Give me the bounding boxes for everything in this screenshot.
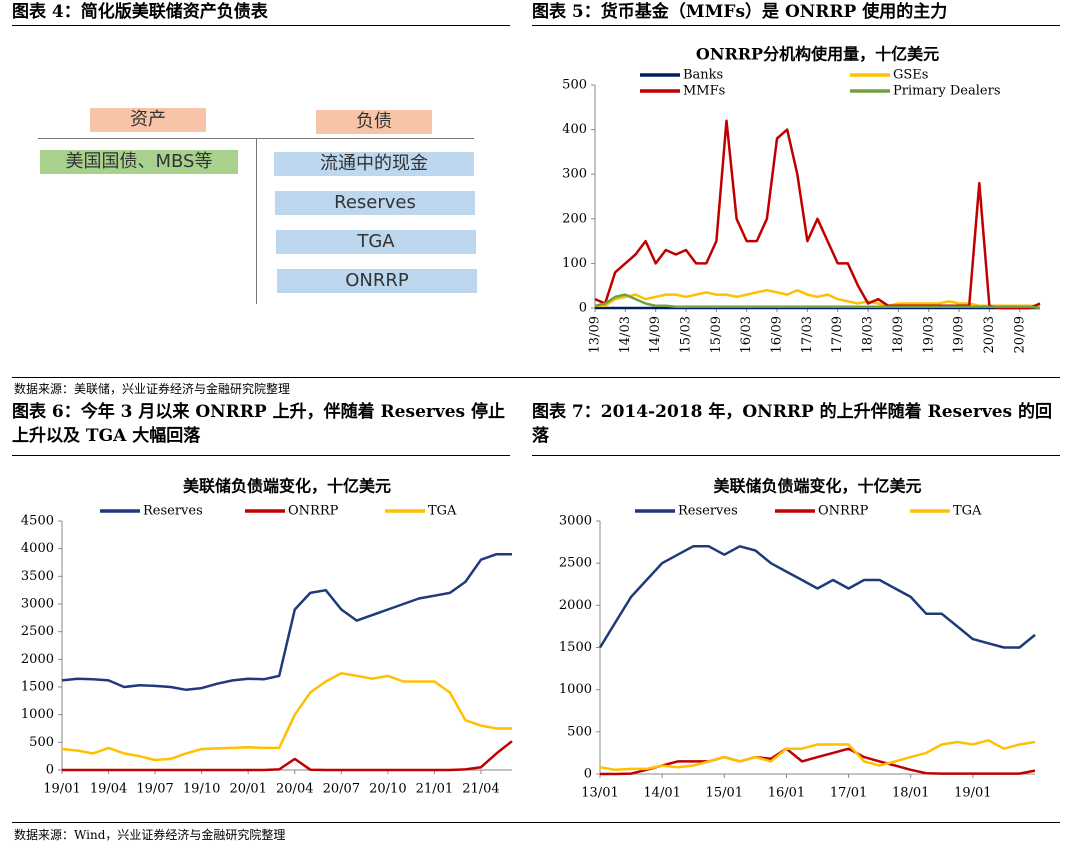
series-line — [61, 671, 512, 762]
y-tick-label: 2500 — [559, 556, 592, 571]
x-tick-label: 19/09 — [952, 316, 967, 353]
y-tick-label: 0 — [584, 767, 592, 782]
chart-title: 美联储负债端变化，十亿美元 — [183, 477, 391, 496]
diagram-item: 美国国债、MBS等 — [40, 150, 238, 174]
series-line — [599, 739, 1036, 772]
rule — [12, 455, 510, 456]
y-tick-label: 1000 — [559, 682, 592, 697]
chart-title: ONRRP分机构使用量，十亿美元 — [696, 45, 939, 64]
x-tick-label: 17/03 — [800, 316, 815, 353]
x-tick-label: 20/10 — [369, 782, 406, 797]
y-tick-label: 1000 — [21, 707, 54, 722]
x-tick-label: 19/10 — [183, 782, 220, 797]
y-tick-label: 3000 — [21, 597, 54, 612]
x-tick-label: 15/01 — [706, 786, 743, 801]
assets-header: 资产 — [90, 108, 206, 132]
y-tick-label: 500 — [562, 78, 587, 93]
rule — [12, 25, 510, 26]
legend-label: TGA — [428, 504, 457, 519]
y-tick-label: 2500 — [21, 624, 54, 639]
legend-label: TGA — [953, 504, 982, 519]
y-tick-label: 500 — [29, 735, 54, 750]
series-line — [594, 119, 1041, 310]
y-tick-label: 3000 — [559, 514, 592, 529]
x-tick-label: 20/07 — [323, 782, 360, 797]
diagram-item: Reserves — [275, 191, 475, 215]
legend-label: Reserves — [143, 504, 203, 519]
rule — [12, 822, 1060, 823]
series-line — [594, 293, 1041, 310]
x-tick-label: 18/09 — [891, 316, 906, 353]
x-tick-label: 15/03 — [679, 316, 694, 353]
legend-label: Primary Dealers — [893, 84, 1001, 99]
x-tick-label: 18/01 — [892, 786, 929, 801]
x-tick-label: 19/04 — [90, 782, 127, 797]
t-line — [256, 138, 257, 304]
legend-label: GSEs — [893, 68, 928, 83]
legend-label: MMFs — [683, 84, 725, 99]
x-tick-label: 21/04 — [462, 782, 499, 797]
y-tick-label: 0 — [579, 301, 587, 316]
diagram-item: TGA — [276, 230, 476, 254]
x-tick-label: 16/03 — [739, 316, 754, 353]
rule — [532, 25, 1060, 26]
series-line — [62, 740, 513, 772]
rule — [532, 455, 1060, 456]
y-tick-label: 500 — [567, 724, 592, 739]
series-line — [595, 288, 1040, 308]
x-tick-label: 14/03 — [618, 316, 633, 353]
x-tick-label: 15/09 — [709, 316, 724, 353]
x-tick-label: 18/03 — [861, 316, 876, 353]
legend-label: Banks — [683, 68, 723, 83]
x-tick-label: 16/01 — [768, 786, 805, 801]
rule — [12, 377, 1060, 378]
legend-label: ONRRP — [818, 504, 869, 519]
caption: 图表 7：2014-2018 年，ONRRP 的上升伴随着 Reserves 的… — [532, 402, 1053, 446]
legend-label: Reserves — [678, 504, 738, 519]
x-tick-label: 21/01 — [416, 782, 453, 797]
x-tick-label: 17/09 — [830, 316, 845, 353]
x-tick-label: 19/01 — [954, 786, 991, 801]
chart-title: 美联储负债端变化，十亿美元 — [713, 477, 921, 496]
y-tick-label: 2000 — [559, 598, 592, 613]
x-tick-label: 19/01 — [43, 782, 80, 797]
x-tick-label: 13/01 — [581, 786, 618, 801]
source: 数据来源：美联储，兴业证券经济与金融研究院整理 — [14, 382, 291, 396]
source: 数据来源：Wind，兴业证券经济与金融研究院整理 — [14, 828, 286, 842]
x-tick-label: 20/01 — [229, 782, 266, 797]
x-tick-label: 19/03 — [921, 316, 936, 353]
liabilities-header: 负债 — [316, 110, 432, 134]
y-tick-label: 300 — [562, 167, 587, 182]
y-tick-label: 0 — [46, 763, 54, 778]
y-tick-label: 1500 — [559, 640, 592, 655]
x-tick-label: 14/09 — [648, 316, 663, 353]
y-tick-label: 3500 — [21, 569, 54, 584]
y-tick-label: 100 — [562, 256, 587, 271]
series-line — [600, 747, 1036, 776]
y-tick-label: 4000 — [21, 541, 54, 556]
x-tick-label: 16/09 — [770, 316, 785, 353]
x-tick-label: 17/01 — [830, 786, 867, 801]
x-tick-label: 20/03 — [982, 316, 997, 353]
diagram-item: ONRRP — [277, 269, 477, 293]
caption: 图表 4：简化版美联储资产负债表 — [12, 2, 268, 22]
x-tick-label: 14/01 — [643, 786, 680, 801]
y-tick-label: 4500 — [21, 514, 54, 529]
y-tick-label: 1500 — [21, 680, 54, 695]
x-tick-label: 20/04 — [276, 782, 313, 797]
x-tick-label: 13/09 — [588, 316, 603, 353]
x-tick-label: 20/09 — [1012, 316, 1027, 353]
caption: 图表 6：今年 3 月以来 ONRRP 上升，伴随着 Reserves 停止上升… — [12, 402, 506, 446]
legend-label: ONRRP — [288, 504, 339, 519]
y-tick-label: 200 — [562, 211, 587, 226]
series-line — [598, 545, 1036, 649]
x-tick-label: 19/07 — [136, 782, 173, 797]
y-tick-label: 2000 — [21, 652, 54, 667]
diagram-item: 流通中的现金 — [274, 152, 474, 176]
series-line — [61, 552, 512, 692]
caption: 图表 5：货币基金（MMFs）是 ONRRP 使用的主力 — [532, 2, 948, 22]
y-tick-label: 400 — [562, 122, 587, 137]
